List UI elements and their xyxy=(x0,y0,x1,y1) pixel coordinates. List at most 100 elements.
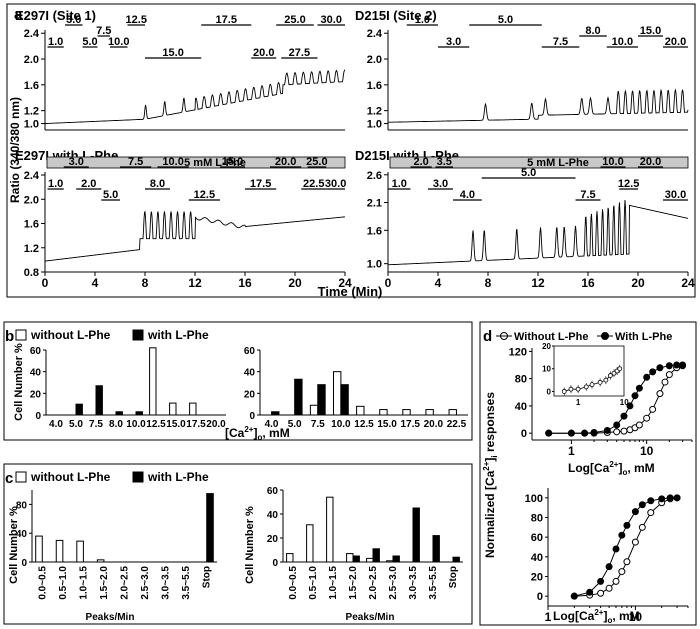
panel-c-legend-with: with L-Phe xyxy=(147,470,209,484)
concentration-label: 4.0 xyxy=(460,189,475,201)
x-tick-label: 5.0 xyxy=(69,419,83,430)
point-with-l-phe xyxy=(570,592,578,600)
dose-response-chart: 0 40 80 120 1 10 0 10 20 1 10 xyxy=(509,342,693,458)
bar-with-l-phe xyxy=(317,384,326,416)
x-tick-label: Stop xyxy=(202,566,213,588)
inset-point xyxy=(583,384,589,390)
bar-without-l-phe xyxy=(286,553,294,563)
x-tick-label: 3.0~3.5 xyxy=(161,566,172,600)
bar-without-l-phe xyxy=(402,409,411,416)
y-tick-label: 2.4 xyxy=(367,28,383,40)
inset-point xyxy=(589,382,595,388)
concentration-label: 20.0 xyxy=(640,156,661,168)
concentration-label: 8.0 xyxy=(585,25,600,37)
x-tick-label: 7.5 xyxy=(311,419,325,430)
subplot-title: E297I (Site 1) xyxy=(15,8,96,23)
panel-a-frame xyxy=(6,3,696,298)
inset-frame xyxy=(553,345,625,397)
concentration-label: 10.0 xyxy=(108,36,129,48)
concentration-label: 1.0 xyxy=(415,14,430,26)
point-with-l-phe xyxy=(590,429,598,437)
y-tick-label: 2.0 xyxy=(24,194,39,206)
x-tick-label: 1.0~1.5 xyxy=(328,566,339,600)
x-tick-label: 7.5 xyxy=(89,419,103,430)
x-tick-label: 8.0 xyxy=(109,419,123,430)
concentration-label: 1.0 xyxy=(48,178,63,190)
x-tick-label: 4.0 xyxy=(49,419,63,430)
x-tick-label: 4 xyxy=(92,276,99,290)
ratio-trace xyxy=(387,88,689,123)
point-with-l-phe xyxy=(618,531,626,539)
x-tick-label: 1 xyxy=(545,610,552,624)
subplot-title: D215I (Site 2) xyxy=(355,8,437,23)
bar-without-l-phe xyxy=(169,402,177,416)
dose-response-chart: 0 20 40 60 80 100 1 10 xyxy=(525,488,689,624)
y-tick-label: 120 xyxy=(509,346,527,358)
concentration-label: 27.5 xyxy=(289,47,310,59)
point-with-l-phe xyxy=(545,429,553,437)
concentration-label: 1.0 xyxy=(392,178,407,190)
inset-point xyxy=(603,377,609,383)
x-tick-label: 22.5 xyxy=(447,419,467,430)
y-tick-label: 2.4 xyxy=(24,28,40,40)
point-with-l-phe xyxy=(613,421,621,429)
inset-point xyxy=(575,386,581,392)
bar-without-l-phe xyxy=(379,409,388,416)
x-tick-label: 0.0~0.5 xyxy=(37,566,48,600)
bar-with-l-phe xyxy=(271,411,280,416)
point-with-l-phe xyxy=(581,429,589,437)
point-with-l-phe xyxy=(658,495,666,503)
panel-a-ylabel: Ratio (340/380 nm) xyxy=(8,97,22,203)
x-tick-label: 10.0 xyxy=(331,419,351,430)
x-tick-label: 20.0 xyxy=(424,419,444,430)
x-tick-label: 2.0~2.5 xyxy=(368,566,379,600)
ratio-trace xyxy=(388,199,689,266)
panel-c-bars: 0 40 80 0.0~0.5 0.5~1.0 1.0~1.5 1.5~2.0 2.0~2.5… xyxy=(16,486,463,600)
treatment-bar-label: 5 mM L-Phe xyxy=(184,157,246,169)
concentration-label: 8.0 xyxy=(150,178,165,190)
concentration-label: 20.0 xyxy=(253,47,274,59)
y-tick-label: 40 xyxy=(244,368,256,379)
y-tick-label: 80 xyxy=(16,500,28,511)
y-tick-label: 0 xyxy=(537,591,543,603)
panel-d-ylabel: Normalized [Ca2+]i responses xyxy=(482,392,499,558)
y-tick-label: 40 xyxy=(30,368,42,379)
bar-with-l-phe xyxy=(392,555,400,563)
concentration-label: 7.5 xyxy=(96,25,111,37)
concentration-label: 20.0 xyxy=(665,36,686,48)
inset-point xyxy=(611,370,617,376)
bar-with-l-phe xyxy=(432,535,440,563)
y-tick-label: 0 xyxy=(521,428,527,440)
concentration-label: 3.0 xyxy=(69,156,84,168)
panel-c-legend-without: without L-Phe xyxy=(30,470,111,484)
bar-without-l-phe xyxy=(326,496,334,563)
x-tick-label: 5.0 xyxy=(288,419,302,430)
bar-without-l-phe xyxy=(386,560,394,563)
bar-with-l-phe xyxy=(115,411,123,416)
point-with-l-phe xyxy=(631,508,639,516)
panel-c-letter: c xyxy=(5,470,13,487)
y-tick-label: 80 xyxy=(515,374,527,386)
concentration-label: 12.5 xyxy=(618,178,639,190)
concentration-label: 2.0 xyxy=(81,178,96,190)
panel-d-xlabel-top: Log[Ca2+]o, mM xyxy=(568,460,655,477)
bar-without-l-phe xyxy=(366,557,374,563)
x-tick-label: 20.0 xyxy=(206,419,226,430)
point-without-l-phe xyxy=(618,568,626,576)
y-tick-label: 40 xyxy=(515,401,527,413)
x-tick-label: 20 xyxy=(631,276,645,290)
point-with-l-phe xyxy=(673,361,681,369)
y-tick-label: 1.2 xyxy=(367,106,382,118)
bar-with-l-phe xyxy=(372,548,380,563)
y-tick-label: 100 xyxy=(525,493,543,505)
point-with-l-phe xyxy=(612,545,620,553)
panel-b-legend-without: without L-Phe xyxy=(30,328,111,342)
point-with-l-phe xyxy=(631,392,639,400)
panel-b-xlabel: [Ca2+]o, mM xyxy=(225,425,290,442)
y-tick-label: 1.2 xyxy=(24,243,39,255)
concentration-label: 15.0 xyxy=(162,47,183,59)
